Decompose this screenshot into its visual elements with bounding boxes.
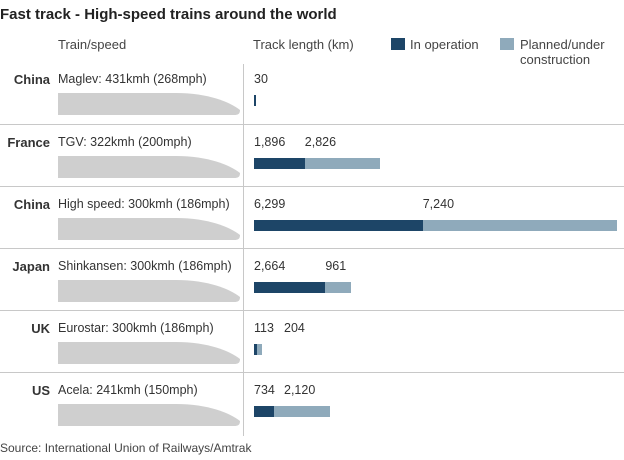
track-length-header: Track length (km) bbox=[253, 37, 354, 52]
bar-planned bbox=[304, 158, 381, 169]
country-label: UK bbox=[31, 321, 50, 336]
value-label-planned: 2,826 bbox=[304, 135, 337, 149]
train-icon bbox=[58, 401, 240, 427]
train-icon bbox=[58, 153, 240, 179]
train-icon bbox=[58, 90, 240, 116]
train-speed-label: Maglev: 431kmh (268mph) bbox=[58, 72, 207, 86]
train-speed-label: High speed: 300kmh (186mph) bbox=[58, 197, 230, 211]
value-label-operation: 113 bbox=[254, 321, 274, 335]
value-label-operation: 734 bbox=[254, 383, 275, 397]
value-label-operation: 2,664 bbox=[254, 259, 286, 273]
train-speed-label: TGV: 322kmh (200mph) bbox=[58, 135, 192, 149]
bar-in-operation bbox=[254, 282, 326, 293]
legend-label-planned-2: construction bbox=[520, 52, 591, 67]
bar-planned bbox=[257, 344, 263, 355]
bar-in-operation bbox=[254, 95, 256, 106]
train-icon bbox=[58, 339, 240, 365]
chart-row: US Acela: 241kmh (150mph) 734 2,120 bbox=[0, 372, 624, 435]
value-label-planned: 204 bbox=[284, 321, 305, 335]
value-label-operation: 1,896 bbox=[254, 135, 286, 149]
value-label-planned: 7,240 bbox=[422, 197, 455, 211]
bar-in-operation bbox=[254, 344, 258, 355]
train-speed-label: Eurostar: 300kmh (186mph) bbox=[58, 321, 214, 335]
country-label: China bbox=[13, 197, 50, 212]
legend-swatch-operation bbox=[391, 38, 405, 50]
train-icon bbox=[58, 277, 240, 303]
country-label: France bbox=[7, 135, 50, 150]
source-note: Source: International Union of Railways/… bbox=[0, 441, 252, 455]
chart-row: China Maglev: 431kmh (268mph) 30 bbox=[0, 62, 624, 124]
train-speed-label: Shinkansen: 300kmh (186mph) bbox=[58, 259, 232, 273]
legend-label-planned-1: Planned/under bbox=[520, 37, 605, 52]
axis-divider bbox=[243, 64, 244, 436]
country-label: US bbox=[31, 383, 50, 398]
chart-row: UK Eurostar: 300kmh (186mph) 113 204 bbox=[0, 310, 624, 373]
chart-row: Japan Shinkansen: 300kmh (186mph) 2,664 961 bbox=[0, 248, 624, 311]
bar-in-operation bbox=[254, 158, 305, 169]
train-speed-header: Train/speed bbox=[58, 37, 127, 52]
bar-planned bbox=[273, 406, 331, 417]
chart-title: Fast track - High-speed trains around th… bbox=[0, 6, 337, 23]
legend-swatch-planned bbox=[500, 38, 514, 50]
country-label: China bbox=[13, 72, 50, 87]
chart-row: France TGV: 322kmh (200mph) 1,896 2,826 bbox=[0, 124, 624, 187]
value-label-operation: 30 bbox=[254, 72, 268, 86]
chart-row: China High speed: 300kmh (186mph) 6,299 7,2… bbox=[0, 186, 624, 249]
value-label-operation: 6,299 bbox=[254, 197, 286, 211]
legend-label-operation: In operation bbox=[410, 37, 479, 52]
train-speed-label: Acela: 241kmh (150mph) bbox=[58, 383, 198, 397]
train-icon bbox=[58, 215, 240, 241]
value-label-planned: 2,120 bbox=[284, 383, 316, 397]
country-label: Japan bbox=[12, 259, 50, 274]
bar-in-operation bbox=[254, 220, 423, 231]
bar-planned bbox=[325, 282, 352, 293]
bar-in-operation bbox=[254, 406, 274, 417]
value-label-planned: 961 bbox=[325, 259, 347, 273]
bar-planned bbox=[422, 220, 617, 231]
